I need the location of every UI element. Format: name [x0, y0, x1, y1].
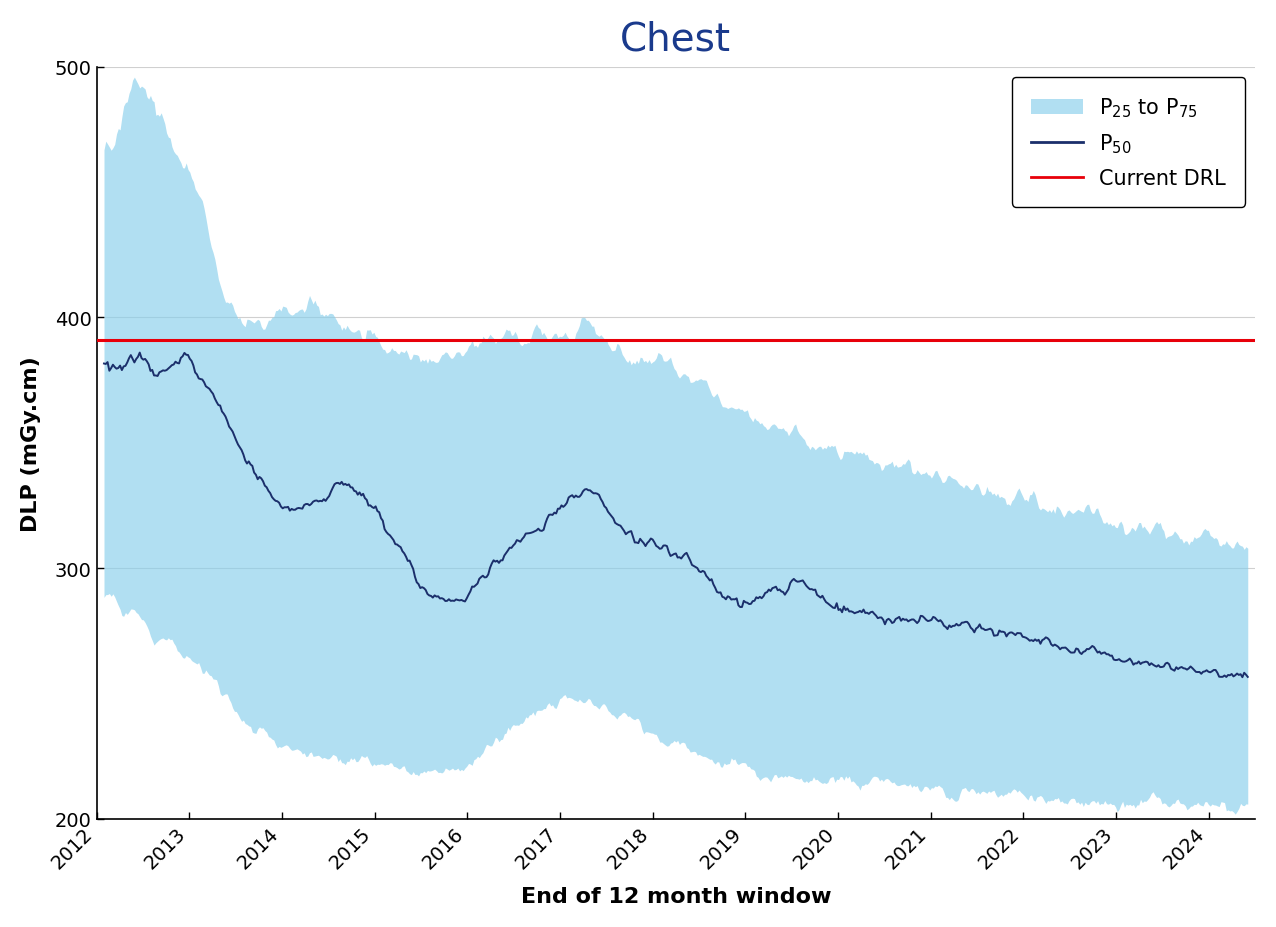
Y-axis label: DLP (mGy.cm): DLP (mGy.cm) [20, 355, 41, 531]
Legend: P$_{25}$ to P$_{75}$, P$_{50}$, Current DRL: P$_{25}$ to P$_{75}$, P$_{50}$, Current … [1012, 78, 1245, 208]
Title: Chest: Chest [620, 20, 731, 58]
X-axis label: End of 12 month window: End of 12 month window [521, 886, 831, 907]
